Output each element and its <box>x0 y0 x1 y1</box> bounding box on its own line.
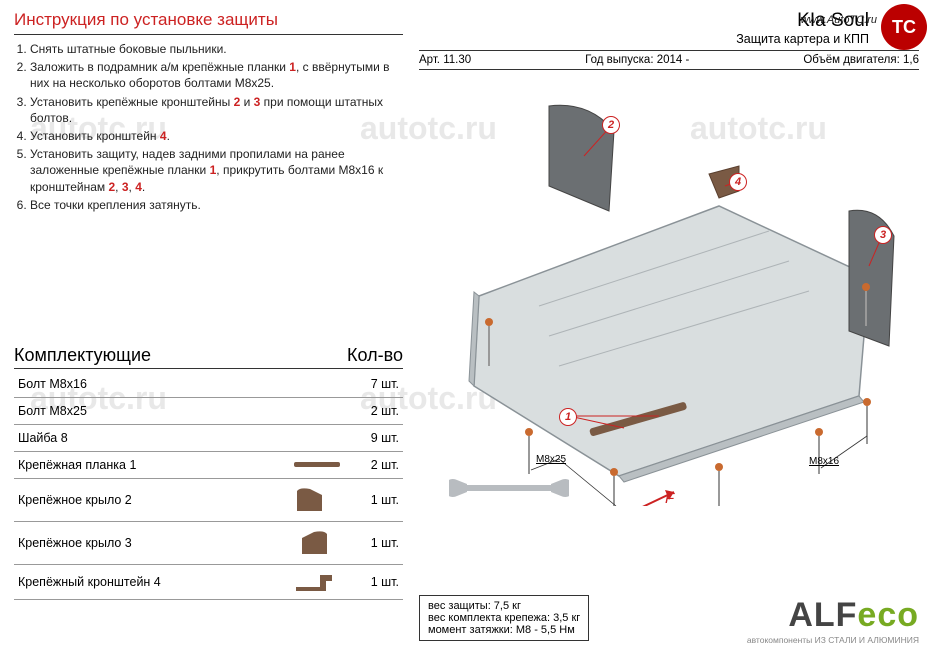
part-name: Крепёжный кронштейн 4 <box>14 564 288 599</box>
instruction-item: Установить кронштейн 4. <box>30 128 403 144</box>
table-row: Крепёжная планка 1 2 шт. <box>14 451 403 478</box>
meta-engine: Объём двигателя: 1,6 <box>803 54 919 66</box>
brand-logo: ALFeco автокомпоненты ИЗ СТАЛИ И АЛЮМИНИ… <box>747 596 919 645</box>
table-row: Крепёжное крыло 3 1 шт. <box>14 521 403 564</box>
part-qty: 1 шт. <box>348 564 403 599</box>
part-name: Шайба 8 <box>14 424 288 451</box>
part-qty: 1 шт. <box>348 478 403 521</box>
part-qty: 9 шт. <box>348 424 403 451</box>
parts-header: Комплектующие Кол-во <box>14 345 403 369</box>
callout-4: 4 <box>729 173 747 191</box>
part-name: Крепёжное крыло 3 <box>14 521 288 564</box>
table-row: Болт М8х16 7 шт. <box>14 371 403 398</box>
wing-right-icon <box>288 521 348 564</box>
meta-year: Год выпуска: 2014 - <box>585 54 689 66</box>
footer-specs: вес защиты: 7,5 кг вес комплекта крепежа… <box>419 595 589 641</box>
instruction-item: Заложить в подрамник а/м крепёжные планк… <box>30 59 403 91</box>
part-qty: 2 шт. <box>348 397 403 424</box>
right-column: TC www.AutoTC.ru KIa Soul Защита картера… <box>411 0 933 657</box>
spec-torque: момент затяжки: М8 - 5,5 Нм <box>428 624 580 636</box>
diagram-svg <box>419 76 919 506</box>
part-qty: 7 шт. <box>348 371 403 398</box>
instruction-item: Все точки крепления затянуть. <box>30 197 403 213</box>
brand-name-b: eco <box>857 596 919 634</box>
callout-2: 2 <box>602 116 620 134</box>
table-row: Болт М8х25 2 шт. <box>14 397 403 424</box>
meta-row: Арт. 11.30 Год выпуска: 2014 - Объём дви… <box>419 50 919 70</box>
table-row: Шайба 8 9 шт. <box>14 424 403 451</box>
callout-3: 3 <box>874 226 892 244</box>
wrench-icon <box>449 476 569 500</box>
direction-f-label: F <box>665 490 674 507</box>
table-row: Крепёжный кронштейн 4 1 шт. <box>14 564 403 599</box>
callout-1: 1 <box>559 408 577 426</box>
part-name: Крепёжное крыло 2 <box>14 478 288 521</box>
part-name: Болт М8х16 <box>14 371 288 398</box>
exploded-diagram: 1 2 3 4 M8x25 M8x16 F <box>419 76 919 506</box>
part-name: Крепёжная планка 1 <box>14 451 288 478</box>
site-url: www.AutoTC.ru <box>801 14 877 26</box>
parts-table: Болт М8х16 7 шт. Болт М8х25 2 шт. Шайба … <box>14 371 403 600</box>
brand-name-a: ALF <box>788 596 857 634</box>
spec-weight: вес защиты: 7,5 кг <box>428 600 580 612</box>
left-column: Инструкция по установке защиты Снять шта… <box>0 0 411 657</box>
part-qty: 1 шт. <box>348 521 403 564</box>
parts-header-left: Комплектующие <box>14 345 151 366</box>
vehicle-subtitle: Защита картера и КПП <box>419 32 869 46</box>
instruction-item: Установить защиту, надев задними пропила… <box>30 146 403 195</box>
instructions-title: Инструкция по установке защиты <box>14 10 403 35</box>
bolt-label-m8x25: M8x25 <box>536 454 566 465</box>
wing-left-icon <box>288 478 348 521</box>
brand-tagline: автокомпоненты ИЗ СТАЛИ И АЛЮМИНИЯ <box>747 635 919 645</box>
bracket-icon <box>288 564 348 599</box>
part-name: Болт М8х25 <box>14 397 288 424</box>
spec-kit-weight: вес комплекта крепежа: 3,5 кг <box>428 612 580 624</box>
bar-icon <box>288 451 348 478</box>
bolt-label-m8x16: M8x16 <box>809 456 839 467</box>
site-logo-badge: TC <box>881 4 927 50</box>
instruction-item: Снять штатные боковые пыльники. <box>30 41 403 57</box>
table-row: Крепёжное крыло 2 1 шт. <box>14 478 403 521</box>
instructions-list: Снять штатные боковые пыльники. Заложить… <box>14 41 403 215</box>
instruction-item: Установить крепёжные кронштейны 2 и 3 пр… <box>30 94 403 126</box>
meta-art: Арт. 11.30 <box>419 54 471 66</box>
part-qty: 2 шт. <box>348 451 403 478</box>
parts-header-right: Кол-во <box>347 345 403 366</box>
